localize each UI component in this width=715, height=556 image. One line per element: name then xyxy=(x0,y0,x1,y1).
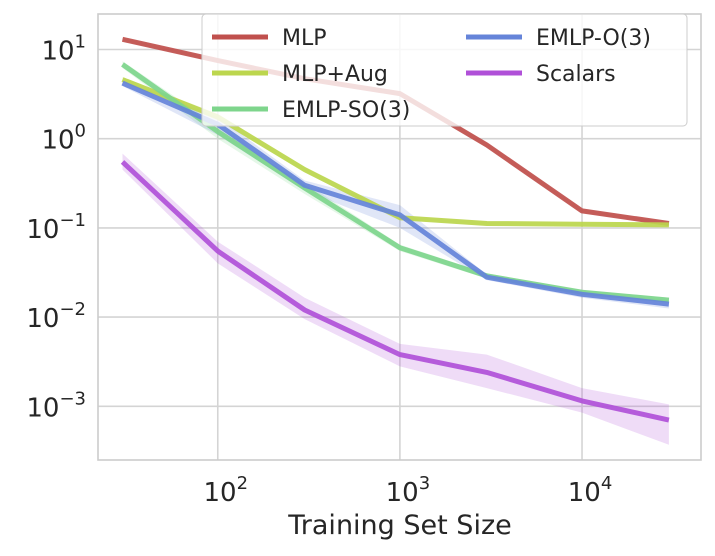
y-tick-base: 10 xyxy=(41,126,74,156)
legend-label-scalars: Scalars xyxy=(536,62,616,87)
y-tick-base: 10 xyxy=(26,393,59,423)
y-tick-exponent: 0 xyxy=(75,121,86,142)
band-scalars xyxy=(122,153,669,445)
x-tick-label: 102 xyxy=(203,473,248,508)
x-tick-label: 104 xyxy=(568,473,613,508)
x-tick-base: 10 xyxy=(386,478,419,508)
x-tick-label: 103 xyxy=(386,473,431,508)
x-tick-labels: 102 103 104 xyxy=(203,473,612,508)
y-tick-exponent: −1 xyxy=(59,210,86,231)
legend-label-emlp-o-3: EMLP-O(3) xyxy=(536,26,651,51)
legend-box xyxy=(201,13,688,127)
x-tick-base: 10 xyxy=(203,478,236,508)
legend-label-mlp-aug: MLP+Aug xyxy=(282,62,388,87)
y-tick-label: 10−2 xyxy=(26,299,86,334)
x-tick-exponent: 4 xyxy=(601,473,612,494)
x-axis-label: Training Set Size xyxy=(287,510,511,541)
y-tick-base: 10 xyxy=(41,36,74,66)
x-tick-exponent: 3 xyxy=(419,473,430,494)
y-tick-label: 101 xyxy=(41,31,86,66)
y-tick-exponent: 1 xyxy=(75,31,86,52)
y-tick-exponent: −2 xyxy=(59,299,86,320)
x-tick-base: 10 xyxy=(568,478,601,508)
x-tick-exponent: 2 xyxy=(237,473,248,494)
y-tick-label: 10−3 xyxy=(26,388,86,423)
legend-label-mlp: MLP xyxy=(282,26,327,51)
y-tick-base: 10 xyxy=(26,215,59,245)
y-tick-label: 100 xyxy=(41,121,86,156)
y-tick-base: 10 xyxy=(26,304,59,334)
legend: MLP MLP+Aug EMLP-SO(3) EMLP-O(3) Scalars xyxy=(201,13,688,127)
y-tick-label: 10−1 xyxy=(26,210,86,245)
legend-label-emlp-so-3: EMLP-SO(3) xyxy=(282,98,410,123)
y-tick-exponent: −3 xyxy=(59,388,86,409)
